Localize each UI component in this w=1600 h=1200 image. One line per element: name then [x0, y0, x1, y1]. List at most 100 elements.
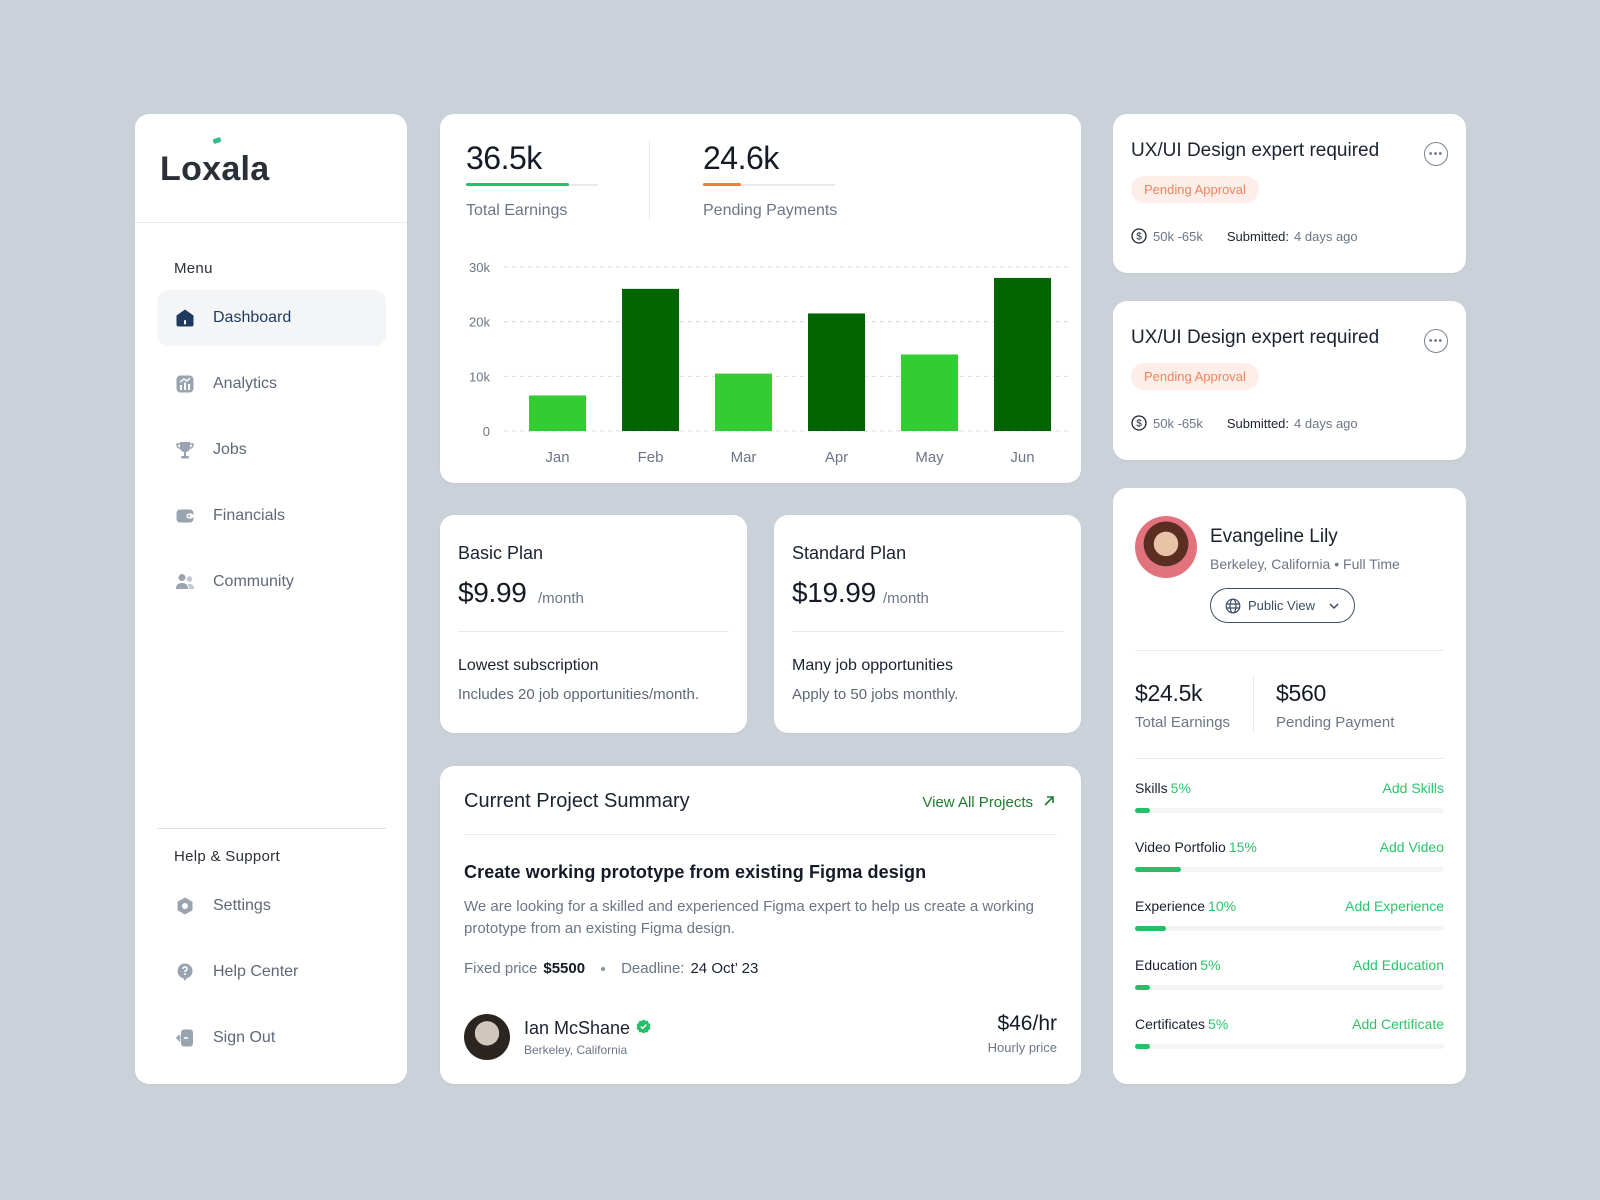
- more-options-icon[interactable]: •••: [1424, 329, 1448, 353]
- sidebar-item-help-center[interactable]: Help Center: [157, 944, 386, 1000]
- pending-payment-label: Pending Payment: [1276, 714, 1395, 731]
- standard-plan-card[interactable]: Standard Plan $19.99 /month Many job opp…: [774, 515, 1081, 733]
- plan-period: /month: [538, 590, 584, 607]
- view-all-label: View All Projects: [922, 794, 1033, 811]
- divider: [157, 828, 386, 829]
- submitted-value: 4 days ago: [1294, 228, 1358, 244]
- sidebar-item-label: Help Center: [213, 963, 299, 980]
- profile-completion-item: Education 5% Add Education: [1135, 957, 1444, 990]
- add-item-link[interactable]: Add Certificate: [1352, 1016, 1444, 1032]
- settings-icon: [175, 896, 195, 916]
- sidebar-item-jobs[interactable]: Jobs: [157, 422, 386, 478]
- sidebar-item-label: Sign Out: [213, 1029, 276, 1046]
- dot-separator: [601, 966, 606, 971]
- project-meta: Fixed price $5500 Deadline: 24 Oct’ 23: [464, 960, 758, 977]
- sidebar-item-financials[interactable]: Financials: [157, 488, 386, 544]
- sidebar-item-settings[interactable]: Settings: [157, 878, 386, 934]
- section-title: Current Project Summary: [464, 790, 690, 812]
- plan-price: $19.99: [792, 577, 876, 608]
- sidebar-item-sign-out[interactable]: Sign Out: [157, 1010, 386, 1066]
- total-earnings-value: $24.5k: [1135, 680, 1203, 706]
- sidebar: Loxala Menu Dashboard Analytics Jobs Fin…: [135, 114, 407, 1084]
- bar-mar[interactable]: [715, 373, 772, 431]
- job-title: UX/UI Design expert required: [1131, 140, 1380, 161]
- progress-fill: [1135, 808, 1151, 813]
- arrow-up-right-icon: [1043, 794, 1055, 811]
- basic-plan-card[interactable]: Basic Plan $9.99 /month Lowest subscript…: [440, 515, 747, 733]
- pending-payments-value: 24.6k: [703, 140, 779, 176]
- sidebar-item-label: Community: [213, 573, 294, 590]
- pending-payment-value: $560: [1276, 680, 1326, 706]
- sidebar-item-dashboard[interactable]: Dashboard: [157, 290, 386, 346]
- bar-may[interactable]: [901, 354, 958, 431]
- client-info: Ian McShane Berkeley, California: [464, 1014, 651, 1060]
- y-tick-label: 10k: [469, 369, 490, 384]
- dollar-icon: $: [1131, 228, 1147, 244]
- item-name: Video Portfolio: [1135, 839, 1226, 855]
- project-title: Create working prototype from existing F…: [464, 862, 927, 882]
- add-item-link[interactable]: Add Video: [1379, 839, 1444, 855]
- x-tick-label: May: [915, 449, 944, 466]
- plan-title: Many job opportunities: [792, 657, 953, 674]
- profile-completion-item: Skills 5% Add Skills: [1135, 780, 1444, 813]
- progress-fill: [703, 183, 742, 186]
- progress-fill: [1135, 985, 1151, 990]
- globe-icon: [1225, 598, 1241, 614]
- job-card[interactable]: UX/UI Design expert required ••• Pending…: [1113, 301, 1466, 460]
- profile-completion-item: Certificates 5% Add Certificate: [1135, 1016, 1444, 1049]
- add-item-link[interactable]: Add Skills: [1382, 780, 1444, 796]
- sidebar-item-label: Jobs: [213, 441, 247, 458]
- status-badge: Pending Approval: [1131, 363, 1259, 390]
- svg-text:$: $: [1136, 232, 1142, 243]
- menu-label: Menu: [174, 260, 213, 277]
- x-tick-label: Jun: [1010, 449, 1034, 466]
- bar-jun[interactable]: [994, 277, 1051, 431]
- earnings-chart-card: 36.5k Total Earnings 24.6k Pending Payme…: [440, 114, 1081, 483]
- progress-track: [1135, 1044, 1444, 1049]
- deadline-label: Deadline:: [621, 960, 685, 977]
- job-card[interactable]: UX/UI Design expert required ••• Pending…: [1113, 114, 1466, 273]
- view-all-projects-link[interactable]: View All Projects: [922, 794, 1055, 811]
- job-meta: $ 50k -65k Submitted: 4 days ago: [1131, 415, 1358, 431]
- status-badge: Pending Approval: [1131, 176, 1259, 203]
- earnings-bar-chart: 0 10k 20k 30k Jan Feb Mar Apr May Jun: [469, 260, 1072, 466]
- job-meta: $ 50k -65k Submitted: 4 days ago: [1131, 228, 1358, 244]
- view-mode-dropdown[interactable]: Public View: [1210, 588, 1355, 623]
- sidebar-item-label: Analytics: [213, 375, 278, 392]
- plan-period: /month: [883, 590, 929, 607]
- bar-jan[interactable]: [529, 395, 586, 431]
- add-item-link[interactable]: Add Education: [1352, 957, 1444, 973]
- client-name-row: Ian McShane: [524, 1018, 651, 1039]
- more-options-icon[interactable]: •••: [1424, 142, 1448, 166]
- progress-track: [1135, 985, 1444, 990]
- item-percent: 5%: [1200, 957, 1221, 973]
- rate-value: $46/hr: [997, 1012, 1057, 1035]
- profile-name: Evangeline Lily: [1210, 526, 1338, 547]
- bar-feb[interactable]: [622, 288, 679, 431]
- x-tick-label: Jan: [545, 449, 569, 466]
- svg-text:$: $: [1136, 419, 1142, 430]
- client-location: Berkeley, California: [524, 1042, 628, 1057]
- divider: [464, 834, 1057, 835]
- project-description: We are looking for a skilled and experie…: [464, 898, 1035, 937]
- view-mode-label: Public View: [1248, 598, 1315, 613]
- total-earnings-progress: [466, 183, 598, 186]
- project-summary-card: Current Project Summary View All Project…: [440, 766, 1081, 1084]
- bar-apr[interactable]: [808, 313, 865, 431]
- sidebar-item-analytics[interactable]: Analytics: [157, 356, 386, 412]
- divider: [1135, 758, 1444, 759]
- item-name: Skills: [1135, 780, 1168, 796]
- add-item-link[interactable]: Add Experience: [1345, 898, 1444, 914]
- profile-completion-item: Experience 10% Add Experience: [1135, 898, 1444, 931]
- help-icon: [175, 962, 195, 982]
- plan-description: Includes 20 job opportunities/month.: [458, 686, 699, 703]
- dollar-icon: $: [1131, 415, 1147, 431]
- submitted-label: Submitted:: [1226, 415, 1290, 431]
- trophy-icon: [175, 440, 195, 460]
- sidebar-item-community[interactable]: Community: [157, 554, 386, 610]
- divider: [1135, 650, 1444, 651]
- total-earnings-value: 36.5k: [466, 140, 542, 176]
- sign-out-icon: [175, 1028, 195, 1048]
- help-support-label: Help & Support: [174, 848, 280, 865]
- logo: Loxala: [160, 150, 270, 188]
